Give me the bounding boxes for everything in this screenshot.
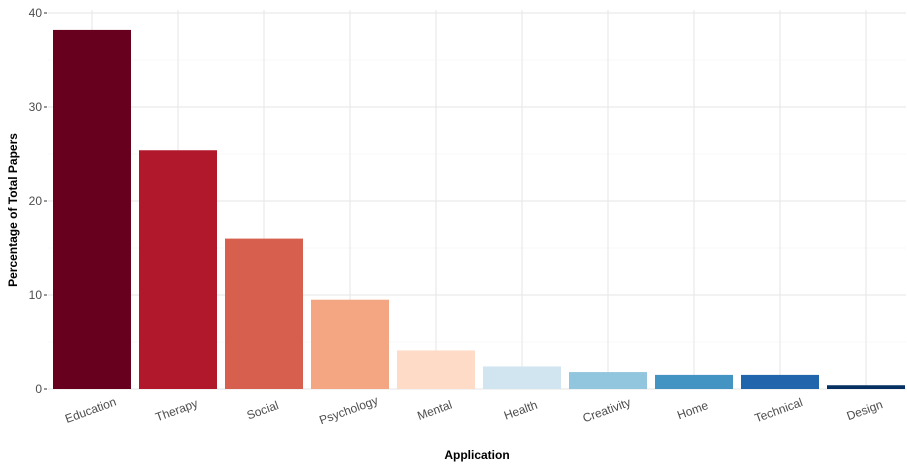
bar-home — [655, 374, 733, 389]
bars — [53, 29, 905, 389]
y-tick-label: 10 — [29, 288, 43, 302]
bar-technical — [741, 374, 819, 389]
bar-psychology — [311, 299, 389, 389]
bar-design — [827, 385, 905, 389]
bar-mental — [397, 350, 475, 389]
bar-education — [53, 29, 131, 389]
x-tick-label: Design — [845, 397, 885, 423]
x-tick-label: Health — [502, 398, 539, 423]
x-tick-label: Psychology — [317, 393, 379, 427]
bar-therapy — [139, 150, 217, 389]
x-tick-label: Home — [675, 398, 710, 422]
y-axis: 0 10 20 30 40 — [29, 6, 47, 396]
y-tick-label: 0 — [35, 382, 42, 396]
y-tick-label: 20 — [29, 194, 43, 208]
y-tick-label: 30 — [29, 100, 43, 114]
bar-creativity — [569, 372, 647, 389]
x-tick-label: Therapy — [154, 396, 200, 424]
bar-social — [225, 238, 303, 389]
x-tick-label: Education — [63, 395, 118, 426]
y-tick-label: 40 — [29, 6, 43, 20]
x-tick-label: Mental — [415, 398, 454, 423]
x-axis-title: Application — [444, 448, 509, 462]
x-tick-label: Technical — [753, 395, 805, 425]
y-axis-title: Percentage of Total Papers — [6, 133, 20, 287]
bar-health — [483, 366, 561, 389]
x-tick-label: Social — [245, 398, 281, 422]
x-axis: Education Therapy Social Psychology Mental He… — [63, 393, 884, 427]
x-tick-label: Creativity — [581, 395, 633, 425]
